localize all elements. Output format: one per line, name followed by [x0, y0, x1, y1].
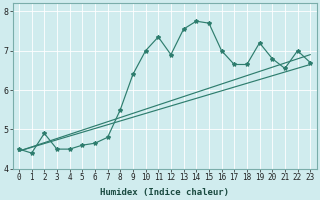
- X-axis label: Humidex (Indice chaleur): Humidex (Indice chaleur): [100, 188, 229, 197]
